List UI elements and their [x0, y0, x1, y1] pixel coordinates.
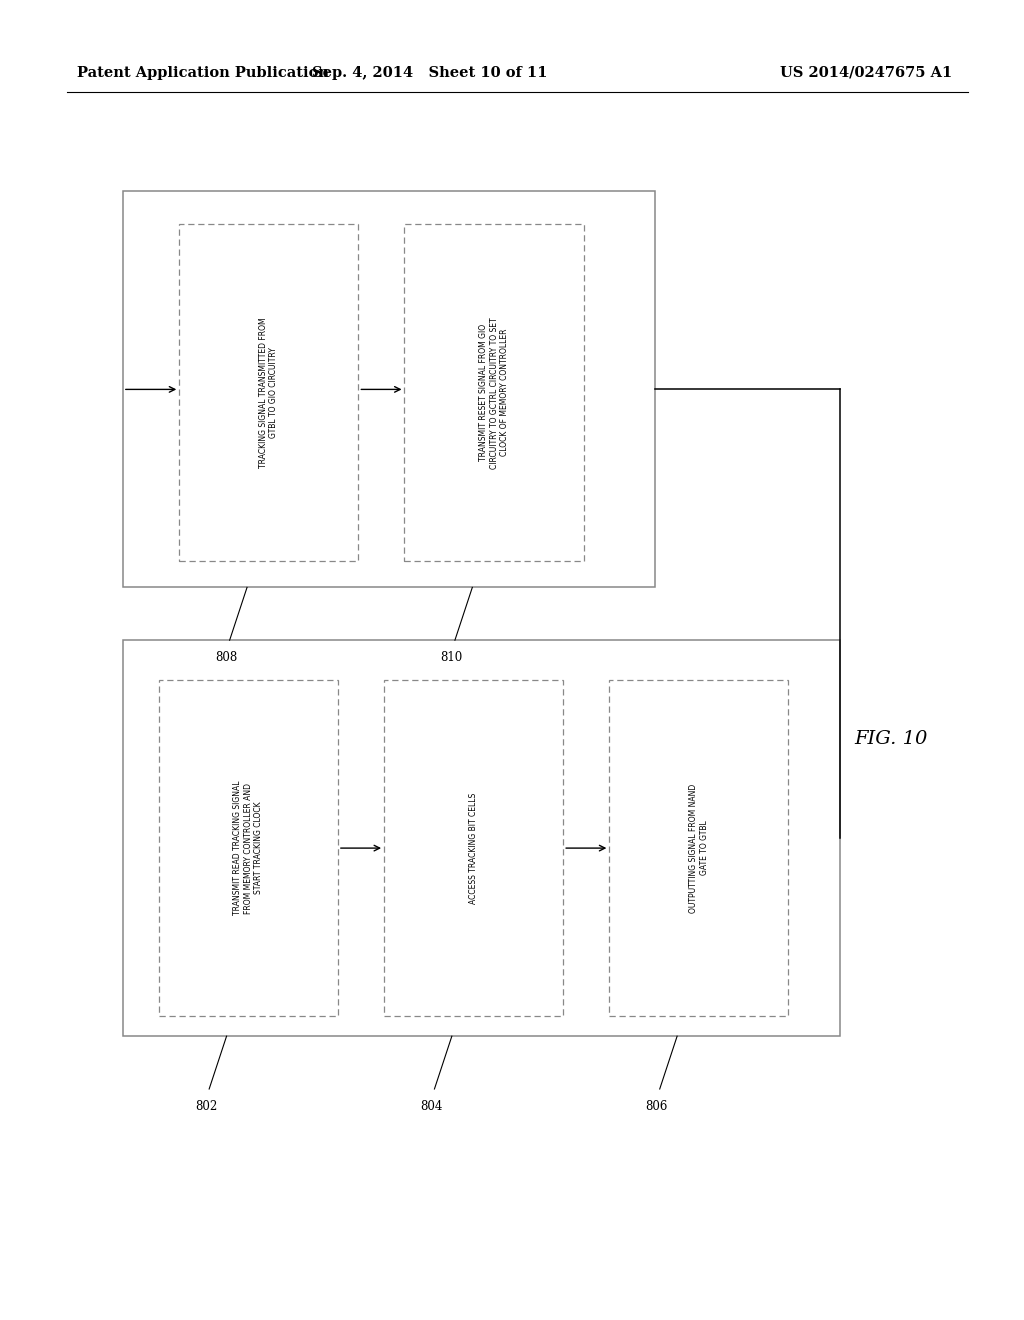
Text: 804: 804 [420, 1100, 442, 1113]
Text: US 2014/0247675 A1: US 2014/0247675 A1 [780, 66, 952, 79]
Text: 806: 806 [645, 1100, 668, 1113]
Bar [179, 224, 358, 561]
Bar [404, 224, 584, 561]
Text: 808: 808 [215, 651, 238, 664]
Text: 810: 810 [440, 651, 463, 664]
Bar [384, 680, 563, 1016]
Bar [159, 680, 338, 1016]
Text: ACCESS TRACKING BIT CELLS: ACCESS TRACKING BIT CELLS [469, 792, 478, 904]
Text: Sep. 4, 2014   Sheet 10 of 11: Sep. 4, 2014 Sheet 10 of 11 [312, 66, 548, 79]
Text: FIG. 10: FIG. 10 [854, 730, 928, 748]
Text: OUTPUTTING SIGNAL FROM NAND
GATE TO GTBL: OUTPUTTING SIGNAL FROM NAND GATE TO GTBL [689, 784, 709, 912]
Text: 802: 802 [195, 1100, 217, 1113]
Text: Patent Application Publication: Patent Application Publication [77, 66, 329, 79]
Text: TRANSMIT READ TRACKING SIGNAL
FROM MEMORY CONTROLLER AND
START TRACKING CLOCK: TRANSMIT READ TRACKING SIGNAL FROM MEMOR… [233, 781, 263, 915]
Text: TRANSMIT RESET SIGNAL FROM GIO
CIRCUITRY TO GCTRL CIRCUITRY TO SET
CLOCK OF MEMO: TRANSMIT RESET SIGNAL FROM GIO CIRCUITRY… [479, 317, 509, 469]
Bar [123, 191, 655, 587]
Bar [609, 680, 788, 1016]
Text: TRACKING SIGNAL TRANSMITTED FROM
GTBL TO GIO CIRCUITRY: TRACKING SIGNAL TRANSMITTED FROM GTBL TO… [259, 317, 279, 469]
Bar [123, 640, 840, 1036]
